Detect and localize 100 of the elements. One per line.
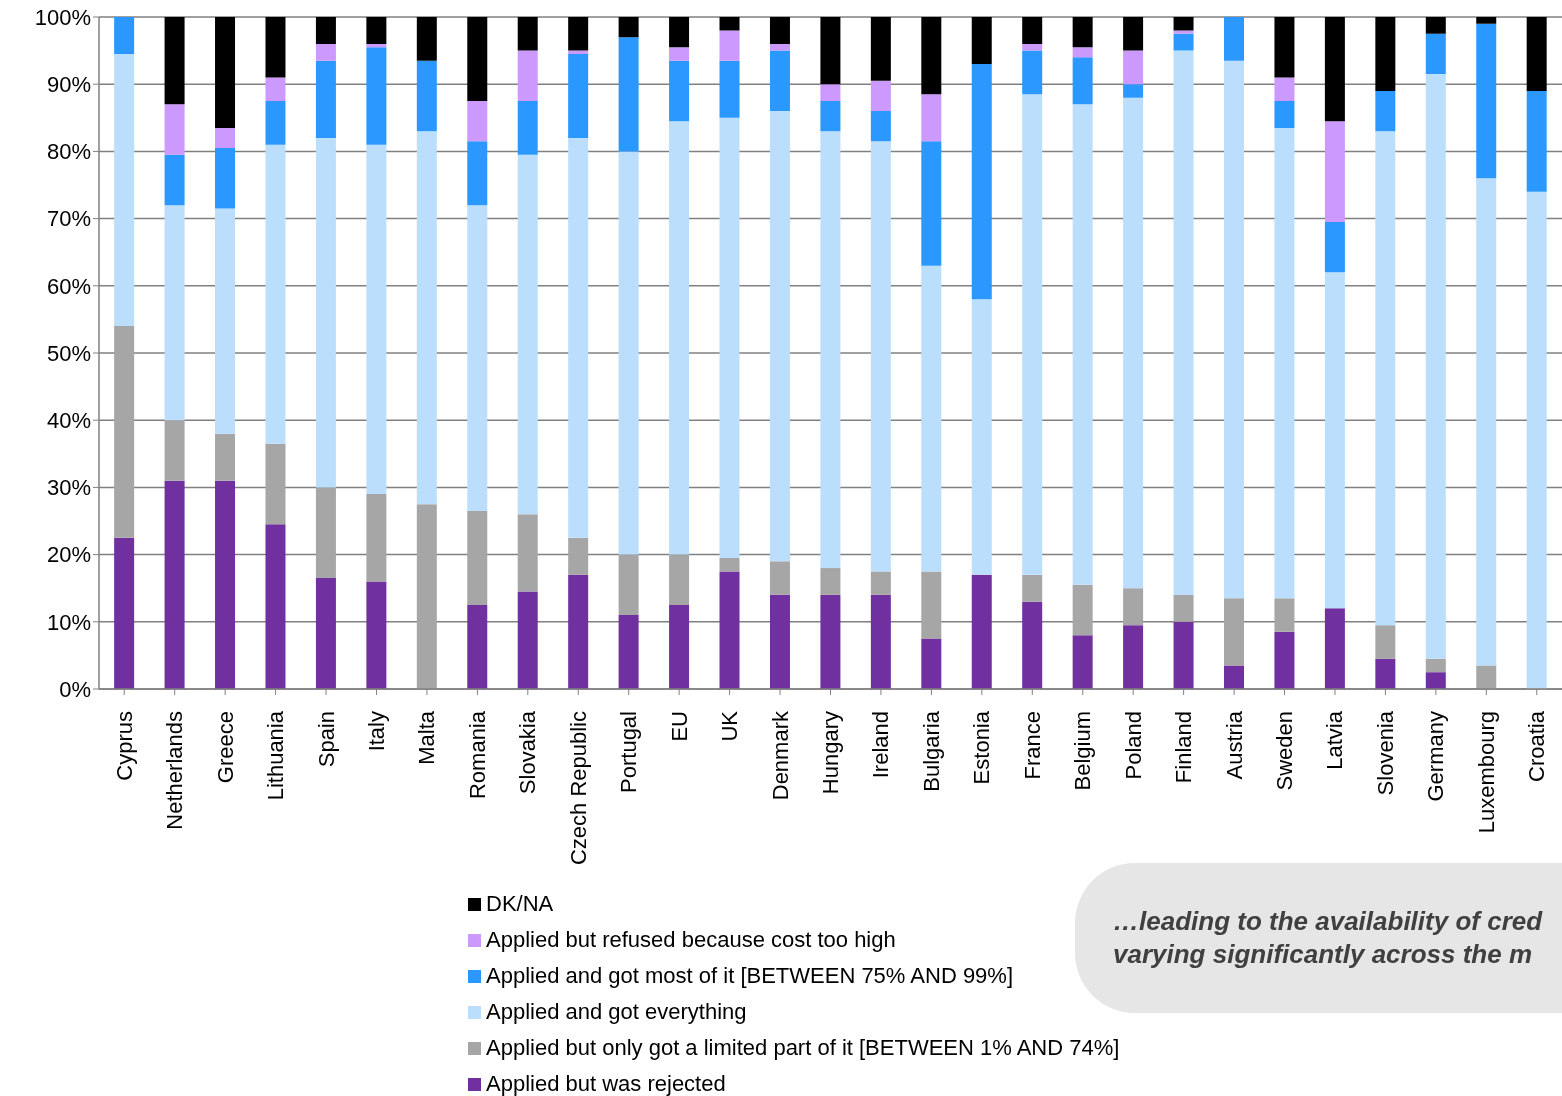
bar [1123, 97, 1144, 589]
x-tick-label: Poland [1120, 711, 1146, 780]
bar [669, 60, 690, 122]
bar [1324, 608, 1345, 689]
bar [164, 104, 185, 155]
bar [1324, 121, 1345, 222]
bar [1123, 17, 1144, 51]
y-tick-label: 100% [34, 4, 91, 30]
bar [215, 208, 236, 434]
bar [1123, 50, 1144, 85]
x-tick-label: Sweden [1272, 711, 1298, 791]
bar [719, 117, 740, 558]
bar [1173, 33, 1194, 51]
bar [1022, 94, 1043, 575]
bar [416, 17, 437, 61]
bar [1324, 17, 1345, 122]
bar [769, 17, 790, 44]
bar [114, 17, 135, 54]
bar [467, 101, 488, 142]
bar [769, 43, 790, 51]
bar [1072, 47, 1093, 58]
bar [1224, 17, 1244, 61]
bar [1476, 23, 1497, 179]
bar [315, 60, 336, 138]
bar [921, 141, 942, 266]
bar [971, 299, 992, 575]
bar [215, 148, 236, 209]
bar [870, 571, 891, 595]
bar [315, 137, 336, 488]
bar [568, 50, 589, 54]
bar [870, 594, 891, 689]
x-tick-label: Italy [363, 711, 389, 752]
bar [618, 17, 639, 38]
bar [568, 137, 589, 538]
bar [1425, 33, 1446, 75]
bar [1022, 43, 1043, 51]
bar [669, 605, 690, 689]
bar [1123, 625, 1144, 689]
bar [1274, 127, 1295, 599]
bar [467, 205, 488, 511]
bar [870, 17, 891, 81]
bar [1526, 191, 1547, 689]
bar [215, 433, 236, 481]
bar [164, 154, 185, 206]
bar [769, 561, 790, 595]
bar [1476, 178, 1497, 666]
bar [366, 581, 387, 689]
bar [1072, 17, 1093, 48]
bar [618, 151, 639, 555]
bar [366, 17, 387, 44]
x-tick-label: Lithuania [263, 710, 289, 801]
bar [467, 510, 488, 605]
bar [114, 537, 135, 689]
bar [820, 131, 841, 569]
bar [517, 101, 538, 155]
bar [1173, 17, 1194, 31]
bar [315, 487, 336, 579]
bar [265, 524, 286, 689]
bar [1375, 90, 1396, 132]
y-tick-label: 20% [46, 542, 91, 568]
bar [1425, 672, 1446, 689]
bar [164, 205, 185, 421]
bar [618, 37, 639, 152]
bar [215, 17, 236, 128]
x-tick-label: France [1019, 711, 1045, 780]
x-tick-label: Spain [313, 711, 339, 768]
bar [921, 94, 942, 142]
bar [114, 53, 135, 327]
bar [568, 17, 589, 51]
bar [164, 480, 185, 689]
bar [1425, 17, 1446, 34]
bar [870, 80, 891, 112]
bar [769, 594, 790, 689]
bar [870, 111, 891, 142]
bar [517, 17, 538, 51]
bar [114, 326, 135, 538]
legend-label: Applied but refused because cost too high [486, 927, 896, 953]
bar [517, 154, 538, 515]
bar [921, 571, 942, 639]
bar [769, 50, 790, 112]
y-tick-label: 80% [46, 139, 91, 165]
bar [820, 568, 841, 595]
callout-box: …leading to the availability of cred varying significantly across the m [1075, 863, 1562, 1013]
bar [1476, 17, 1497, 24]
bar [265, 443, 286, 525]
bar [416, 131, 437, 505]
bar [416, 504, 437, 689]
x-tick-label: UK [717, 710, 743, 742]
bar [820, 84, 841, 101]
x-tick-label: Germany [1423, 711, 1449, 802]
bar [366, 144, 387, 495]
bar [1123, 588, 1144, 626]
bar [921, 17, 942, 95]
bar [719, 17, 740, 31]
bar [1274, 598, 1295, 632]
bar [669, 554, 690, 605]
bar [1375, 625, 1396, 659]
bar [1022, 50, 1043, 95]
bar [820, 17, 841, 85]
bar [1123, 84, 1144, 98]
